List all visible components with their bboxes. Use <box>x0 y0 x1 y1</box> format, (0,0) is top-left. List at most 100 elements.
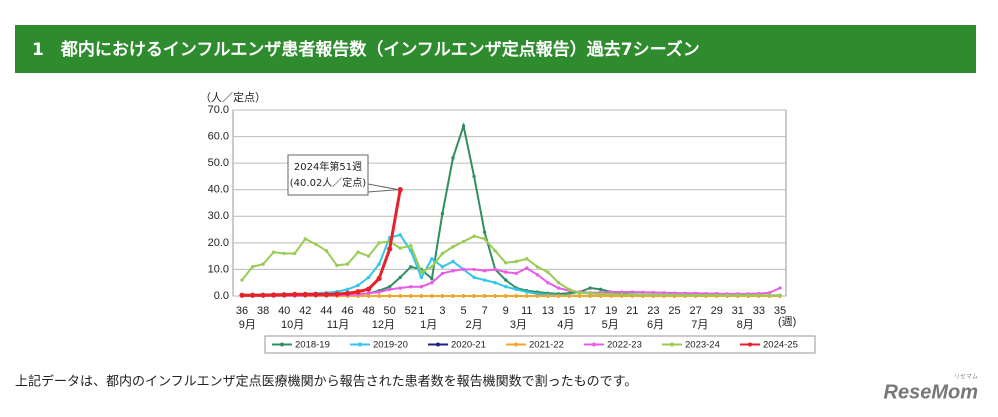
y-tick-label: 60.0 <box>208 130 229 142</box>
x-tick-label: 38 <box>257 305 269 317</box>
data-point <box>355 289 361 295</box>
data-point <box>419 294 424 298</box>
data-point <box>556 281 561 285</box>
data-point <box>430 281 434 285</box>
data-point <box>493 267 497 272</box>
data-point <box>588 291 592 296</box>
data-point <box>451 259 455 264</box>
x-tick-label: 52 <box>405 305 417 317</box>
data-point <box>430 257 434 261</box>
data-point <box>504 261 508 265</box>
logo-kana: リセマム <box>954 374 978 381</box>
data-point <box>344 290 351 296</box>
data-point <box>461 239 466 244</box>
x-tick-label: 9 <box>503 305 509 317</box>
x-tick-label: 21 <box>626 305 638 317</box>
annotation: (40.02人／定点) <box>290 176 367 189</box>
data-point <box>345 262 350 266</box>
callout <box>287 154 399 196</box>
data-point <box>419 270 424 274</box>
data-point <box>683 293 687 297</box>
data-point <box>641 290 645 294</box>
month-label: 2月 <box>466 319 483 331</box>
data-point <box>588 294 592 298</box>
data-point <box>409 265 413 269</box>
data-point <box>704 293 708 297</box>
x-tick-label: 50 <box>384 305 396 317</box>
data-point <box>598 287 603 292</box>
data-point <box>609 292 613 296</box>
data-point <box>451 294 455 298</box>
month-label: 8月 <box>737 319 754 331</box>
data-point <box>525 294 529 298</box>
x-tick-label: 1 <box>418 305 424 317</box>
data-point <box>398 246 402 250</box>
legend-label: 2018-19 <box>295 340 330 351</box>
data-point <box>514 259 518 264</box>
x-tick-label: 27 <box>689 305 701 317</box>
data-point <box>546 270 550 274</box>
data-point <box>525 290 529 294</box>
data-point <box>461 294 466 298</box>
data-point <box>493 249 497 253</box>
data-point <box>419 285 424 289</box>
data-point <box>630 290 635 294</box>
data-point <box>472 174 476 179</box>
month-label: 1月 <box>420 319 437 331</box>
data-point <box>239 292 245 298</box>
month-label: 5月 <box>602 319 619 331</box>
header-bar <box>15 25 976 73</box>
data-point <box>398 275 402 280</box>
data-point <box>271 292 277 298</box>
x-tick-label: 15 <box>563 305 575 317</box>
data-point <box>398 286 402 290</box>
x-tick-label: 31 <box>732 305 744 317</box>
data-point <box>556 286 561 290</box>
month-label: 12月 <box>372 319 395 331</box>
legend-marker <box>436 342 440 347</box>
data-point <box>430 277 434 281</box>
data-point <box>366 254 371 258</box>
data-point <box>482 294 487 298</box>
x-tick-label: 44 <box>320 305 332 317</box>
data-point <box>535 265 540 269</box>
series-line <box>242 189 402 297</box>
data-point <box>598 292 603 296</box>
data-point <box>345 287 350 292</box>
month-label: 9月 <box>239 319 256 331</box>
legend-marker <box>358 342 362 347</box>
logo: ReseMom <box>884 381 978 403</box>
data-point <box>249 292 256 298</box>
data-point <box>461 267 466 272</box>
data-point <box>323 291 329 298</box>
data-point <box>546 281 550 285</box>
data-point <box>356 283 360 288</box>
data-point <box>451 245 455 249</box>
footnote: 上記データは、都内のインフルエンザ定点医療機関から報告された患者数を報告機関数で… <box>15 374 637 390</box>
legend-marker <box>514 342 518 347</box>
legend-label: 2024-25 <box>763 340 798 351</box>
data-point <box>440 265 445 269</box>
data-point <box>767 293 772 297</box>
data-point <box>746 293 751 297</box>
data-point <box>293 251 297 256</box>
y-axis-label: （人／定点） <box>200 90 266 104</box>
data-point <box>377 262 381 266</box>
data-point <box>240 278 244 282</box>
legend-marker <box>748 342 752 347</box>
data-point <box>504 294 508 298</box>
data-point <box>409 294 413 298</box>
data-point <box>302 291 308 298</box>
data-point <box>430 294 434 298</box>
data-point <box>376 275 382 282</box>
series-line <box>241 235 780 297</box>
month-label: 4月 <box>557 319 574 331</box>
y-tick-label: 30.0 <box>208 210 229 222</box>
data-point <box>334 291 340 297</box>
month-label: 3月 <box>510 319 527 331</box>
y-tick-label: 0.0 <box>214 290 229 302</box>
x-tick-label: 46 <box>341 305 353 317</box>
data-point <box>313 291 319 298</box>
data-point <box>387 287 392 292</box>
data-point <box>303 237 307 241</box>
